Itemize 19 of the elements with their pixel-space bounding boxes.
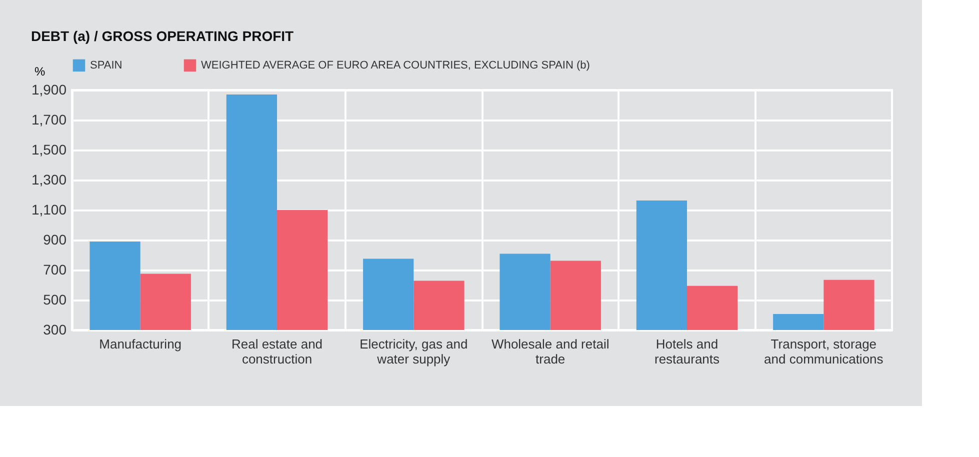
x-tick-label: Real estate and construction xyxy=(231,336,323,366)
x-tick-label: Electricity, gas and water supply xyxy=(360,336,468,366)
y-tick-label: 1,300 xyxy=(31,172,67,188)
x-tick-label: Transport, storage and communications xyxy=(764,336,884,366)
x-tick-label: Hotels and restaurants xyxy=(654,336,720,366)
y-tick-label: 1,100 xyxy=(31,202,67,218)
y-tick-label: 1,900 xyxy=(31,82,67,98)
y-tick-label: 1,700 xyxy=(31,112,67,128)
legend-label: SPAIN xyxy=(90,59,122,72)
y-tick-label: 500 xyxy=(43,292,67,308)
y-tick-label: 1,500 xyxy=(31,142,67,158)
y-axis-title: % xyxy=(34,64,46,78)
chart-title: DEBT (a) / GROSS OPERATING PROFIT xyxy=(30,28,294,44)
y-tick-label: 700 xyxy=(43,262,67,278)
legend-label: WEIGHTED AVERAGE OF EURO AREA COUNTRIES, EXCLUDING SPAIN (b) xyxy=(201,59,590,72)
y-tick-label: 300 xyxy=(43,322,67,338)
x-tick-label: Wholesale and retail trade xyxy=(491,336,610,366)
y-tick-label: 900 xyxy=(43,232,67,248)
x-tick-label: Manufacturing xyxy=(99,336,182,352)
